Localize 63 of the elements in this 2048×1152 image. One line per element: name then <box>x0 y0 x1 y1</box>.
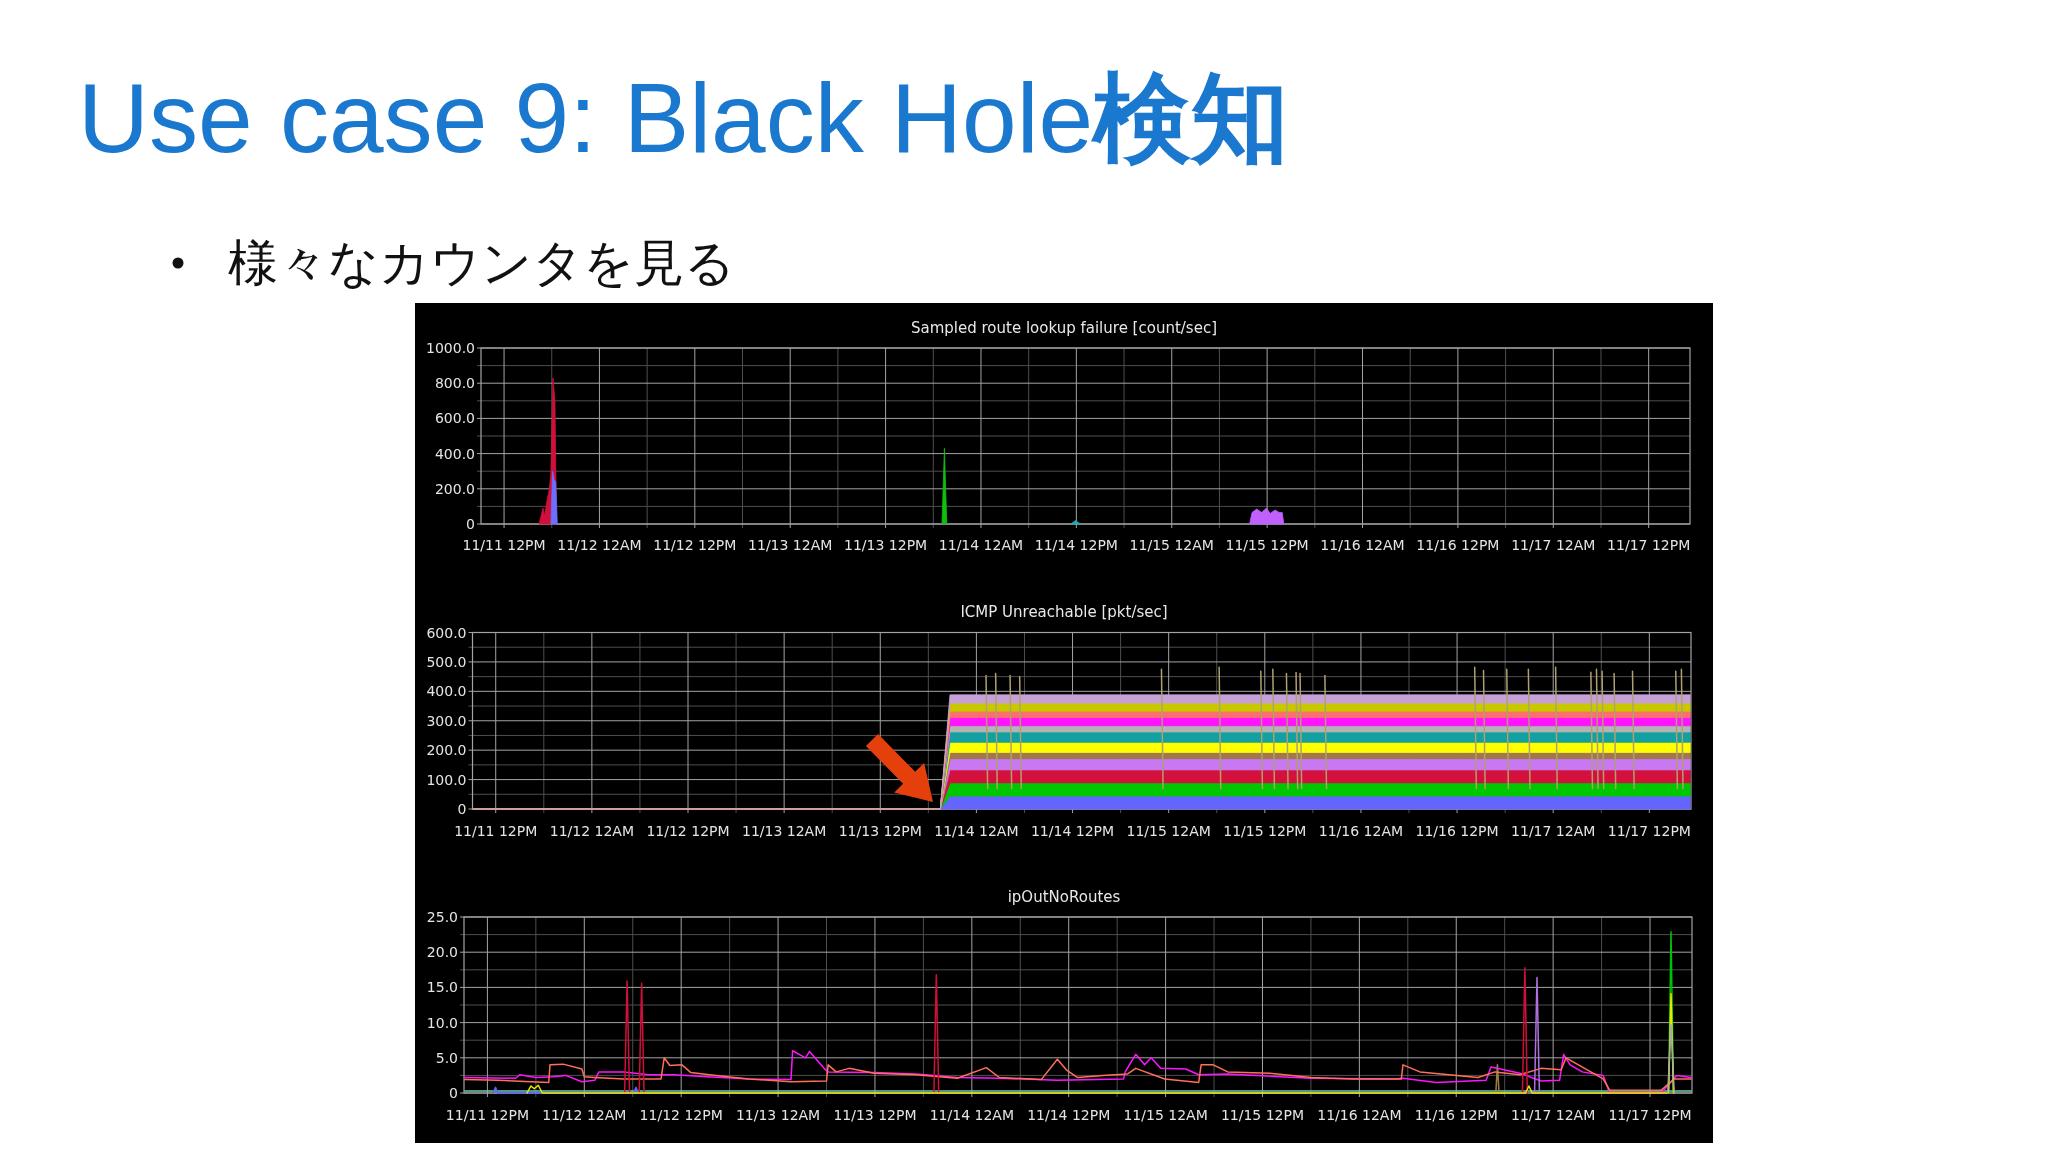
x-tick-label: 11/14 12PM <box>1034 537 1118 553</box>
x-tick-label: 11/17 12AM <box>1510 1107 1596 1123</box>
x-tick-label: 11/15 12PM <box>1220 1107 1305 1123</box>
x-tick-label: 11/16 12PM <box>1414 1107 1498 1123</box>
x-tick-label: 11/12 12PM <box>646 823 730 839</box>
x-tick-label: 11/17 12PM <box>1608 1107 1692 1123</box>
x-tick-label: 11/15 12AM <box>1126 823 1211 839</box>
x-tick-label: 11/13 12PM <box>833 1107 917 1123</box>
y-tick-label: 20.0 <box>426 944 458 961</box>
x-tick-label: 11/12 12AM <box>557 537 642 553</box>
x-tick-label: 11/12 12PM <box>639 1107 723 1123</box>
chart-title: Sampled route lookup failure [count/sec] <box>911 319 1217 337</box>
y-tick-label: 600.0 <box>426 624 467 641</box>
x-tick-label: 11/16 12AM <box>1318 823 1404 839</box>
y-tick-label: 600.0 <box>434 410 475 427</box>
x-tick-label: 11/16 12AM <box>1320 537 1405 553</box>
y-tick-label: 400.0 <box>426 683 467 700</box>
x-tick-label: 11/15 12PM <box>1223 823 1307 839</box>
y-tick-label: 25.0 <box>426 909 458 925</box>
x-tick-label: 11/12 12AM <box>549 823 635 839</box>
y-tick-label: 200.0 <box>434 480 475 497</box>
x-tick-label: 11/13 12AM <box>735 1107 821 1123</box>
x-tick-label: 11/13 12AM <box>741 823 827 839</box>
x-tick-label: 11/13 12PM <box>838 823 922 839</box>
text: 様々なカウンタを見る <box>228 235 735 291</box>
y-tick-label: 0 <box>457 801 467 817</box>
chart-title: ICMP Unreachable [pkt/sec] <box>960 603 1168 621</box>
text: Use case 9: Black Hole検知 <box>78 63 1290 173</box>
y-tick-label: 15.0 <box>426 979 458 996</box>
y-tick-label: 1000.0 <box>426 340 475 356</box>
x-tick-label: 11/12 12PM <box>653 537 737 553</box>
x-tick-label: 11/16 12PM <box>1415 823 1499 839</box>
x-tick-label: 11/13 12AM <box>748 537 833 553</box>
x-tick-label: 11/17 12AM <box>1511 823 1596 839</box>
y-tick-label: 10.0 <box>426 1014 458 1031</box>
x-tick-label: 11/15 12AM <box>1129 537 1214 553</box>
y-tick-label: 5.0 <box>435 1049 458 1066</box>
x-tick-label: 11/14 12AM <box>934 823 1019 839</box>
x-tick-label: 11/13 12PM <box>844 537 928 553</box>
x-tick-label: 11/14 12PM <box>1027 1107 1111 1123</box>
y-tick-label: 300.0 <box>426 712 467 729</box>
y-tick-label: 0 <box>466 516 475 532</box>
x-tick-label: 11/17 12PM <box>1607 823 1691 839</box>
y-tick-label: 800.0 <box>434 375 475 392</box>
x-tick-label: 11/16 12PM <box>1416 537 1500 553</box>
y-tick-label: 200.0 <box>426 742 467 759</box>
chart-title: ipOutNoRoutes <box>1007 888 1121 906</box>
x-tick-label: 11/17 12AM <box>1511 537 1596 553</box>
x-tick-label: 11/11 12PM <box>445 1107 529 1123</box>
x-tick-label: 11/15 12AM <box>1123 1107 1208 1123</box>
y-tick-label: 400.0 <box>434 445 475 462</box>
x-tick-label: 11/15 12PM <box>1225 537 1309 553</box>
x-tick-label: 11/14 12PM <box>1030 823 1115 839</box>
x-tick-label: 11/11 12PM <box>462 537 546 553</box>
x-tick-label: 11/12 12AM <box>542 1107 627 1123</box>
x-tick-label: 11/14 12AM <box>938 537 1024 553</box>
x-tick-label: 11/17 12PM <box>1607 537 1691 553</box>
x-tick-label: 11/16 12AM <box>1317 1107 1402 1123</box>
y-tick-label: 0 <box>449 1085 458 1101</box>
y-tick-label: 500.0 <box>426 653 467 670</box>
x-tick-label: 11/14 12AM <box>929 1107 1014 1123</box>
y-tick-label: 100.0 <box>426 771 467 788</box>
x-tick-label: 11/11 12PM <box>454 823 538 839</box>
